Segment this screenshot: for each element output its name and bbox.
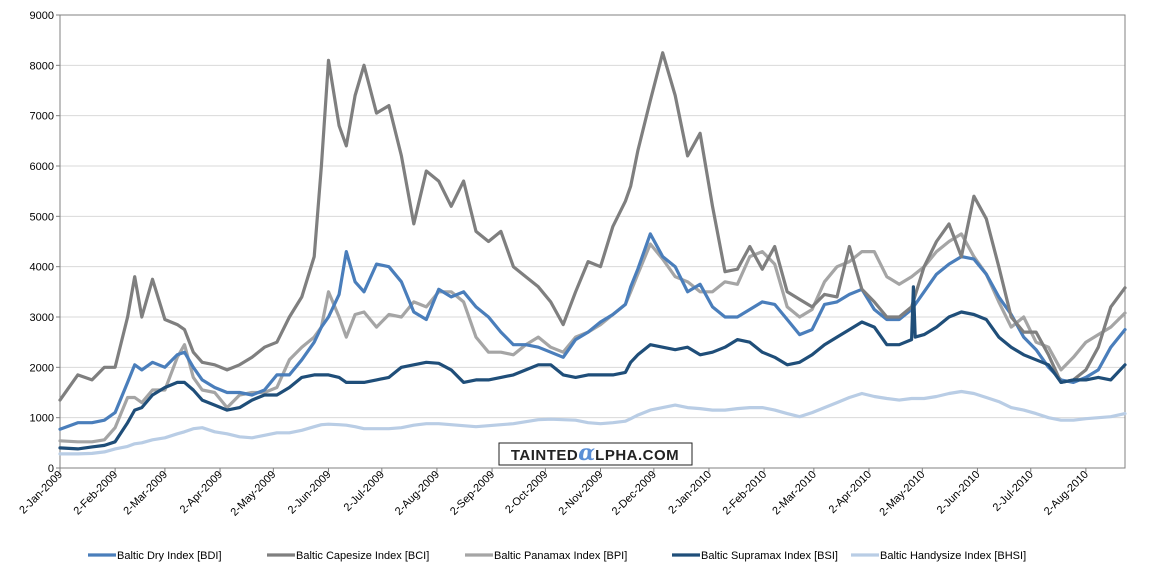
y-tick-label: 5000 [30, 211, 54, 223]
watermark-text: TAINTEDαLPHA.COM [511, 440, 679, 466]
series-line-3 [58, 285, 1127, 451]
legend-label: Baltic Handysize Index [BHSI] [880, 550, 1026, 562]
legend-label: Baltic Panamax Index [BPI] [494, 550, 627, 562]
legend-label: Baltic Supramax Index [BSI] [701, 550, 838, 562]
watermark: TAINTEDαLPHA.COM [498, 440, 693, 466]
series-line-1 [58, 51, 1127, 402]
legend-label: Baltic Dry Index [BDI] [117, 550, 222, 562]
y-tick-label: 0 [48, 463, 54, 475]
series-line-0 [58, 232, 1127, 431]
y-tick-label: 7000 [30, 111, 54, 123]
y-tick-label: 8000 [30, 60, 54, 72]
series-line-2 [58, 232, 1127, 444]
watermark-box [498, 442, 693, 466]
series-lines [58, 51, 1127, 456]
legend-label: Baltic Capesize Index [BCI] [296, 550, 429, 562]
y-tick-label: 6000 [30, 161, 54, 173]
y-tick-label: 3000 [30, 312, 54, 324]
plot-area-border [59, 14, 1126, 469]
y-tick-label: 9000 [30, 10, 54, 22]
y-axis-ticks: 0 1000 2000 3000 4000 5000 6000 7000 8000 9000 [30, 10, 60, 475]
y-tick-label: 4000 [30, 262, 54, 274]
series-line-4 [58, 389, 1127, 456]
y-tick-label: 2000 [30, 362, 54, 374]
legend: Baltic Dry Index [BDI] Baltic Capesize In… [88, 550, 1026, 562]
y-tick-label: 1000 [30, 413, 54, 425]
